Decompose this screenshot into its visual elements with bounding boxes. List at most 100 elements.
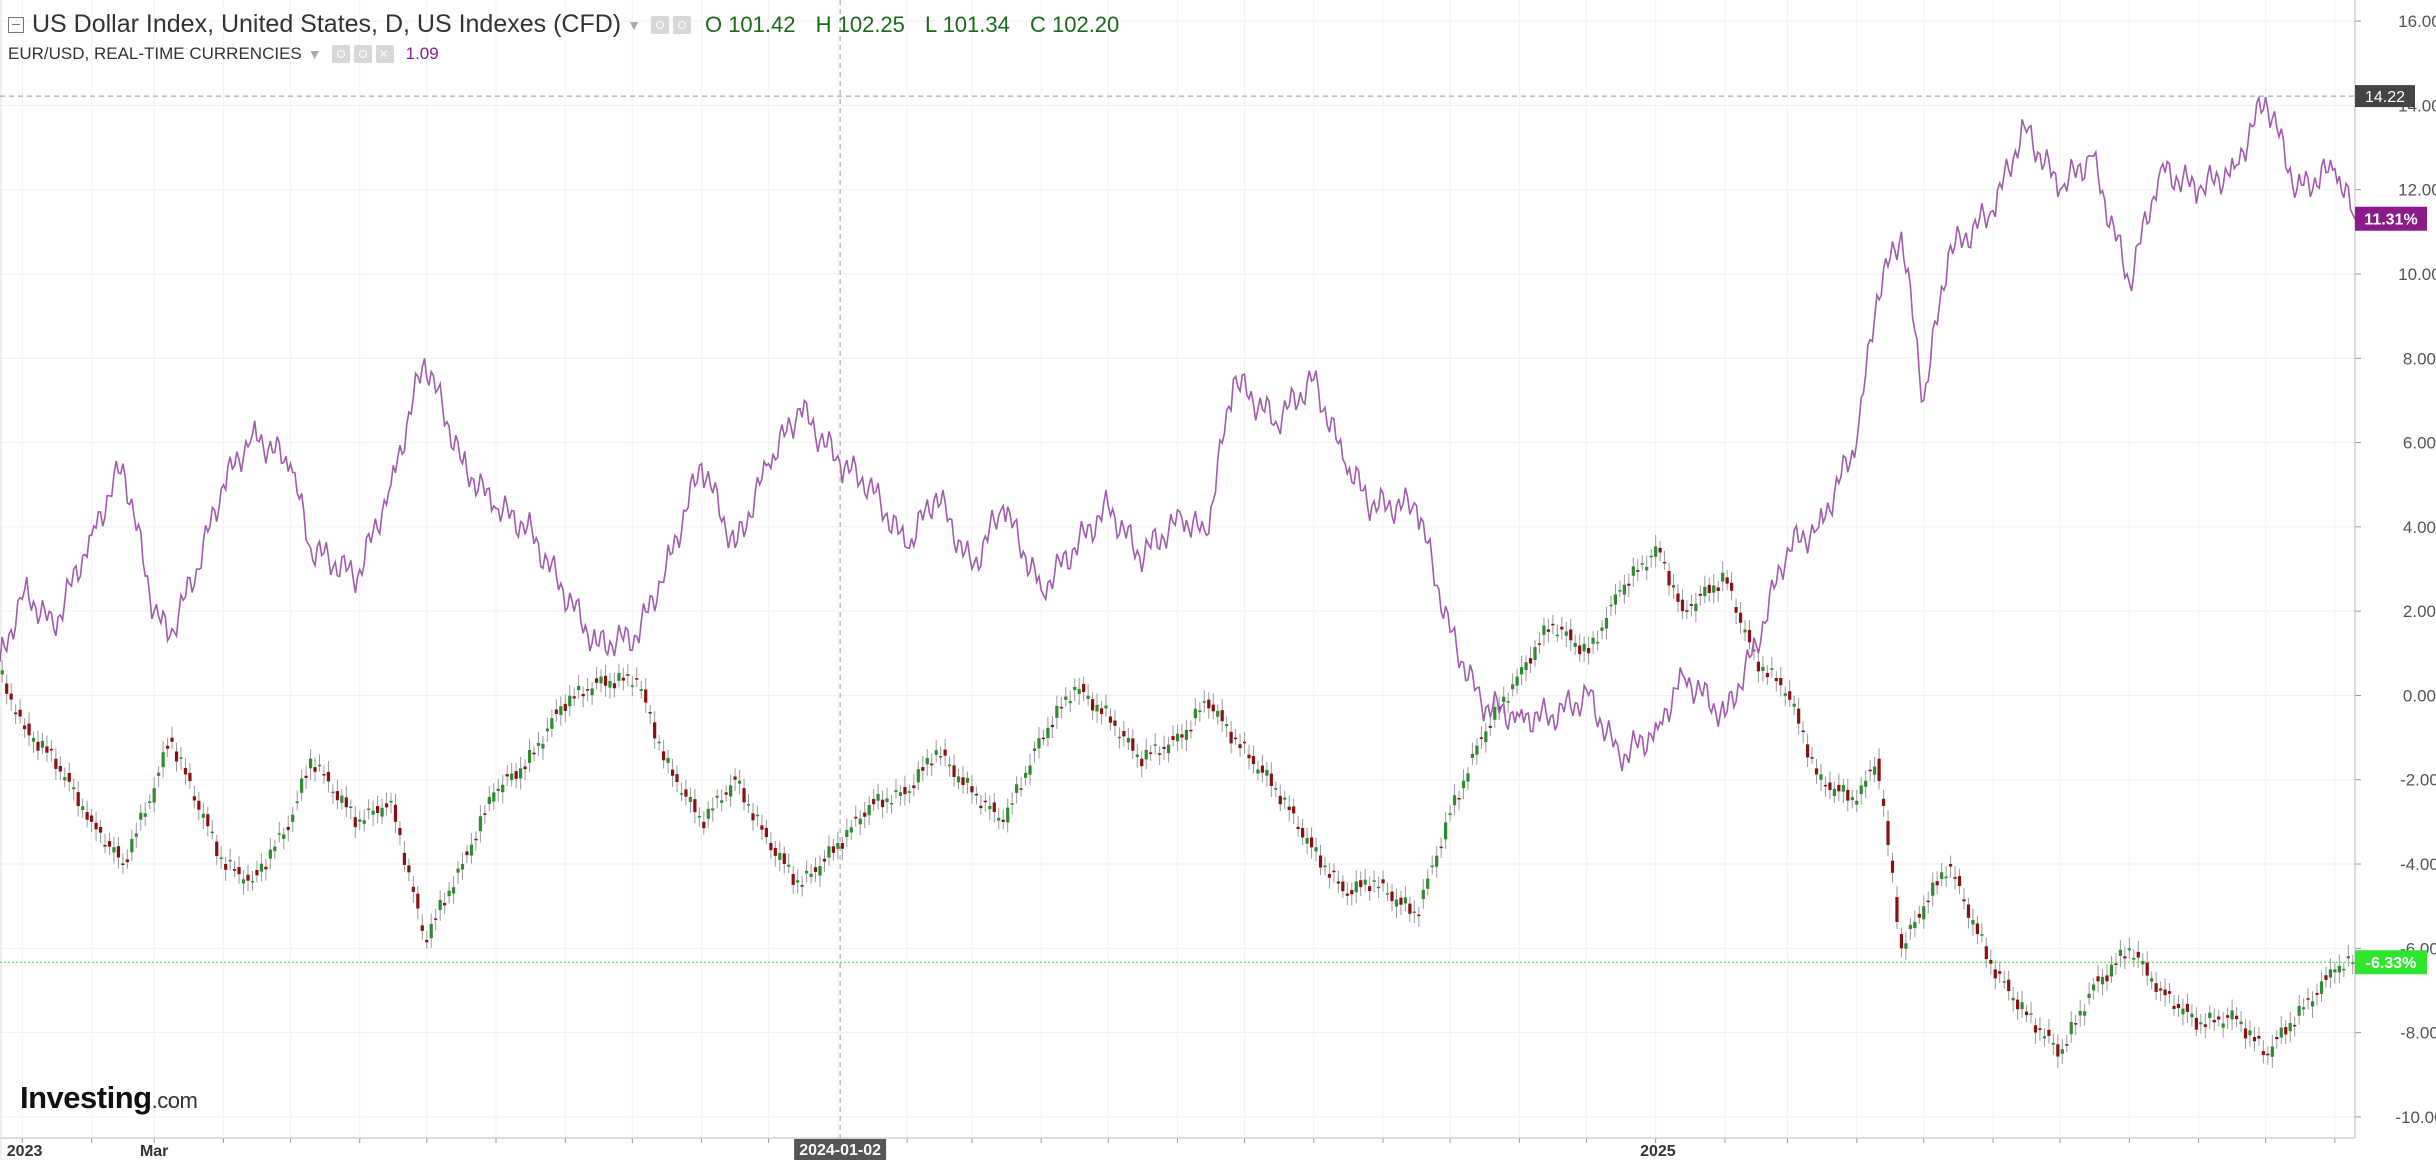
candle-body	[317, 764, 322, 767]
candle	[519, 757, 523, 790]
candle-body	[1721, 572, 1725, 582]
settings-icon[interactable]	[672, 15, 691, 34]
candle-body	[1627, 583, 1631, 586]
candle	[1546, 618, 1551, 643]
candle	[1846, 778, 1850, 812]
candle	[822, 850, 827, 873]
candle-body	[1587, 648, 1591, 654]
candle-body	[402, 852, 407, 865]
candle	[541, 736, 545, 760]
candle	[246, 864, 250, 892]
candle	[876, 783, 880, 810]
candle	[192, 785, 196, 809]
candle	[1242, 732, 1247, 754]
settings-icon[interactable]	[353, 45, 372, 63]
candle-body	[934, 750, 938, 755]
candle-body	[259, 863, 264, 872]
candle	[880, 790, 885, 819]
candle	[1551, 614, 1555, 635]
candle-body	[2319, 981, 2324, 994]
candle-body	[594, 678, 599, 683]
candle-body	[1408, 903, 1412, 914]
main-series-title: US Dollar Index, United States, D, US In…	[32, 10, 622, 38]
candle-body	[1685, 610, 1689, 612]
candle-body	[179, 757, 183, 759]
candle	[617, 663, 621, 688]
candle-body	[1166, 744, 1171, 754]
candle	[344, 786, 348, 818]
close-icon[interactable]	[375, 45, 394, 63]
candle	[1376, 876, 1381, 898]
candle-body	[2159, 988, 2163, 991]
candle	[2127, 937, 2131, 959]
candle	[2194, 1007, 2198, 1037]
visibility-icon[interactable]	[331, 45, 350, 63]
candle-body	[599, 676, 603, 684]
candle-body	[148, 801, 152, 803]
candle-body	[233, 869, 237, 871]
candle	[210, 820, 214, 840]
candle-body	[791, 873, 795, 885]
candle-body	[983, 800, 987, 803]
candle	[14, 704, 18, 725]
candle	[1564, 621, 1568, 648]
candle	[514, 762, 518, 789]
candle	[161, 740, 165, 778]
collapse-icon[interactable]	[8, 16, 24, 33]
candle-body	[1649, 555, 1653, 558]
candle	[1707, 577, 1711, 602]
candle-body	[1001, 819, 1005, 822]
candle-body	[1984, 946, 1988, 960]
candle	[684, 779, 688, 806]
candle-body	[1153, 744, 1157, 746]
candle	[456, 860, 460, 885]
candle-body	[1274, 788, 1278, 790]
candle-body	[1868, 769, 1872, 772]
candle	[1944, 865, 1948, 887]
candle-body	[2302, 1007, 2306, 1010]
chevron-down-icon[interactable]: ▼	[627, 16, 641, 33]
candle	[496, 778, 500, 802]
candle-body	[800, 885, 804, 887]
candle	[1296, 815, 1300, 838]
candle-body	[2190, 1013, 2194, 1018]
candle	[827, 835, 831, 866]
candle-body	[1046, 727, 1050, 739]
candle-body	[849, 827, 853, 833]
candle-body	[1850, 797, 1854, 801]
candle-body	[1622, 584, 1626, 595]
candle-body	[170, 737, 174, 742]
candle-body	[1873, 766, 1877, 775]
candle-body	[1533, 647, 1537, 661]
candle	[134, 822, 138, 848]
candle	[148, 794, 152, 810]
candle	[1073, 678, 1077, 702]
candle	[2150, 971, 2154, 990]
candle	[648, 704, 652, 725]
candle-body	[733, 776, 737, 780]
candle-body	[1095, 704, 1099, 712]
candle	[2346, 944, 2350, 967]
visibility-icon[interactable]	[650, 15, 669, 34]
candle	[2087, 982, 2091, 1005]
candle-body	[54, 758, 58, 769]
candle-body	[1886, 820, 1890, 846]
candle	[1582, 636, 1586, 662]
candle	[241, 870, 246, 895]
candle	[505, 765, 509, 786]
candle-body	[1506, 701, 1510, 703]
chevron-down-icon[interactable]: ▼	[307, 46, 322, 62]
candle	[965, 771, 970, 794]
candle-body	[492, 792, 496, 802]
candle	[1153, 732, 1157, 755]
candle-body	[1493, 706, 1497, 720]
candle	[1233, 729, 1238, 745]
candle-body	[1654, 546, 1658, 557]
candle	[1023, 766, 1028, 786]
candle	[2221, 1012, 2225, 1038]
candle	[2163, 978, 2167, 1007]
candle-body	[90, 815, 94, 822]
candle	[1421, 878, 1425, 909]
